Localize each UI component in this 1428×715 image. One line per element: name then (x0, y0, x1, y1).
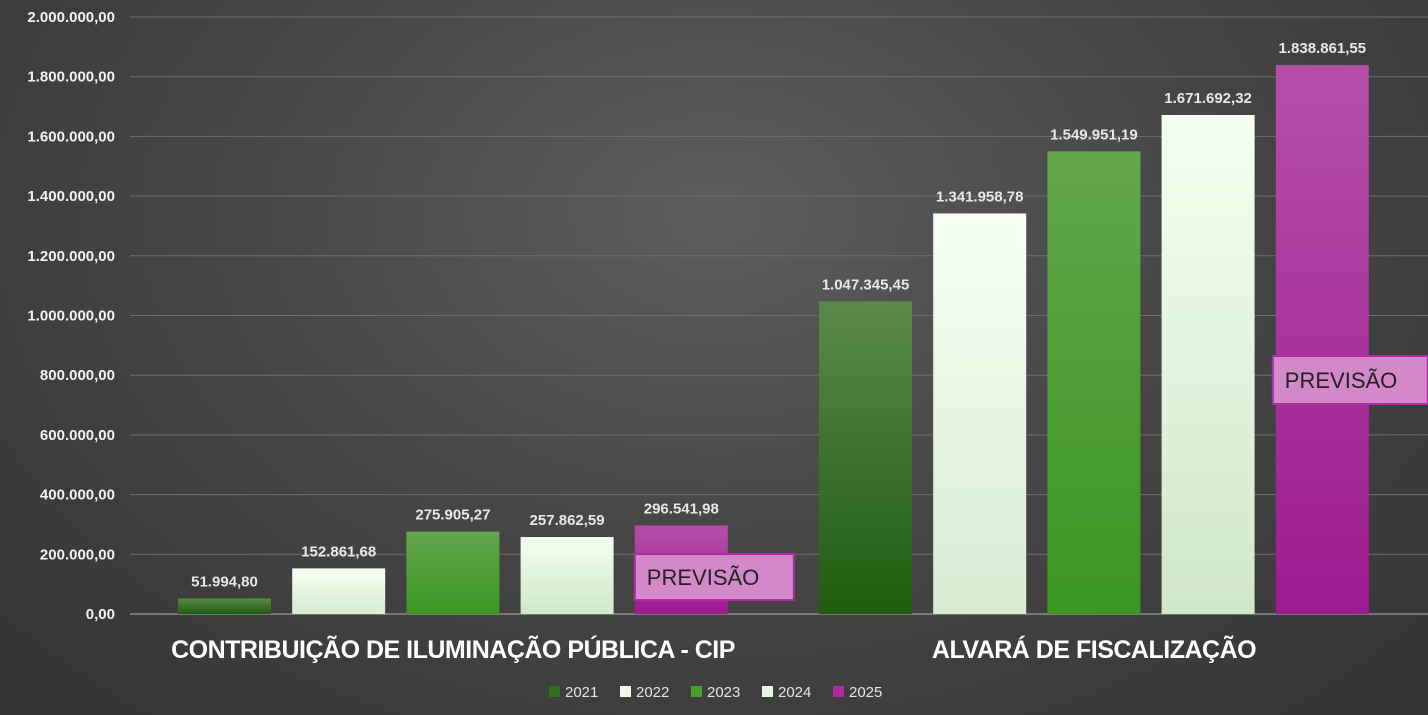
data-label: 152.861,68 (301, 543, 376, 560)
annotations: PREVISÃO PREVISÃO (633, 355, 1428, 601)
y-tick-label: 1.400.000,00 (27, 188, 115, 205)
y-tick-label: 2.000.000,00 (27, 9, 115, 26)
bars (178, 65, 1369, 615)
bar-2022-cat-2 (933, 213, 1027, 615)
y-axis-ticks: 0,00 200.000,00 400.000,00 600.000,00 800.00… (27, 9, 115, 623)
data-label: 275.905,27 (415, 507, 490, 524)
previsao-callout: PREVISÃO (633, 553, 795, 601)
legend-swatch (549, 686, 560, 697)
gridlines (130, 16, 1428, 615)
y-tick-label: 1.000.000,00 (27, 308, 115, 325)
x-category-label: CONTRIBUIÇÃO DE ILUMINAÇÃO PÚBLICA - CIP (171, 634, 735, 664)
legend-swatch (833, 686, 844, 697)
bar-2024-cat-2 (1161, 114, 1255, 614)
legend-label: 2025 (849, 684, 882, 701)
y-tick-label: 0,00 (86, 606, 115, 623)
previsao-callout: PREVISÃO (1271, 355, 1428, 405)
data-label: 296.541,98 (644, 500, 719, 517)
legend-label: 2024 (778, 684, 811, 701)
bar-2021-cat-2 (819, 301, 912, 614)
y-tick-label: 200.000,00 (40, 546, 115, 563)
y-tick-label: 800.000,00 (40, 367, 115, 384)
callout-text: PREVISÃO (647, 565, 759, 590)
data-label: 1.838.861,55 (1279, 40, 1367, 57)
data-label: 1.671.692,32 (1164, 90, 1252, 107)
data-label: 51.994,80 (191, 573, 258, 590)
x-category-label: ALVARÁ DE FISCALIZAÇÃO (932, 634, 1256, 664)
callout-box (633, 553, 795, 601)
legend-item-2023: 2023 (691, 684, 740, 701)
legend-item-2021: 2021 (549, 684, 598, 701)
legend-item-2022: 2022 (620, 684, 669, 701)
legend-swatch (762, 686, 773, 697)
y-tick-label: 1.600.000,00 (27, 128, 115, 145)
bar-2023-cat-2 (1047, 151, 1141, 614)
data-label: 1.047.345,45 (822, 276, 910, 293)
bar-2025-cat-2 (1275, 65, 1369, 614)
bar-2022-cat-1 (292, 568, 386, 614)
bar-2024-cat-1 (520, 537, 614, 614)
legend-item-2025: 2025 (833, 684, 882, 701)
legend-label: 2022 (636, 684, 669, 701)
bar-2021-cat-1 (178, 598, 271, 614)
data-label: 1.549.951,19 (1050, 126, 1138, 143)
callout-text: PREVISÃO (1285, 368, 1397, 393)
y-tick-label: 1.200.000,00 (27, 248, 115, 265)
legend-item-2024: 2024 (762, 684, 811, 701)
callout-box (1271, 355, 1428, 405)
y-tick-label: 600.000,00 (40, 427, 115, 444)
legend-label: 2023 (707, 684, 740, 701)
legend-label: 2021 (565, 684, 598, 701)
x-axis-categories: CONTRIBUIÇÃO DE ILUMINAÇÃO PÚBLICA - CIP… (171, 634, 1257, 664)
legend: 2021 2022 2023 2024 2025 (549, 684, 882, 701)
data-labels: 51.994,80 152.861,68 275.905,27 257.862,59 2… (191, 40, 1366, 590)
legend-swatch (620, 686, 631, 697)
y-tick-label: 1.800.000,00 (27, 69, 115, 86)
y-tick-label: 400.000,00 (40, 487, 115, 504)
bar-2023-cat-1 (406, 531, 500, 614)
data-label: 257.862,59 (530, 512, 605, 529)
legend-swatch (691, 686, 702, 697)
data-label: 1.341.958,78 (936, 188, 1024, 205)
